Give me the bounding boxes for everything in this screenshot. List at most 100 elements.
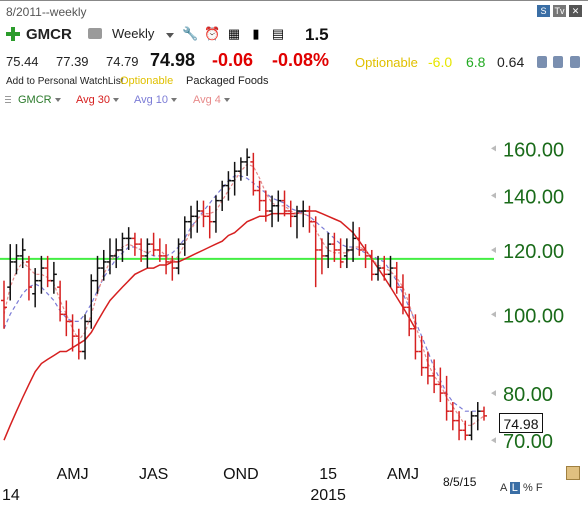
tool-icons: 🔧 ⏰ ▦ ▮ ▤ — [182, 26, 286, 42]
ohlc-bar — [431, 359, 438, 394]
industry-link[interactable]: Packaged Foods — [186, 75, 269, 87]
ohlc-bar — [262, 190, 269, 222]
ohlc-bar — [100, 249, 107, 281]
alarm-clock-icon[interactable]: ⏰ — [204, 26, 221, 41]
avg10-line — [3, 175, 478, 412]
period-select[interactable]: Weekly — [112, 26, 155, 41]
database-icon-3[interactable] — [570, 56, 580, 68]
x-tick-label: 15 — [319, 466, 337, 483]
ohlc-bar — [200, 200, 207, 228]
quote-row: 75.44 77.39 74.79 74.98 -0.06 -0.08% Opt… — [0, 49, 588, 73]
ohlc-bar — [356, 227, 363, 256]
ohlc-bar — [219, 180, 226, 212]
ohlc-bar — [300, 200, 307, 228]
x-tick-label: AMJ — [387, 466, 419, 483]
ohlc-bar — [281, 190, 288, 217]
legend-avg4[interactable]: Avg 4 — [193, 94, 230, 106]
price-change-pct: -0.08% — [272, 50, 330, 70]
ohlc-bar — [350, 221, 357, 262]
add-watchlist-link[interactable]: Add to Personal WatchList — [6, 76, 124, 87]
calculator-icon[interactable]: ▦ — [227, 26, 241, 41]
ohlc-bar — [337, 238, 344, 269]
ohlc-bar — [244, 148, 251, 176]
close-icon[interactable]: ✕ — [569, 5, 582, 17]
drag-handle-icon[interactable] — [5, 96, 11, 105]
ohlc-bar — [44, 255, 51, 288]
ohlc-bar — [106, 238, 113, 275]
ohlc-bar — [225, 171, 232, 201]
legend: GMCR Avg 30 Avg 10 Avg 4 — [0, 93, 588, 109]
ohlc-bar — [82, 314, 89, 360]
optionable-link[interactable]: Optionable — [120, 75, 174, 87]
tools-icon[interactable]: 🔧 — [182, 26, 199, 41]
ohlc-bar — [424, 351, 431, 385]
ohlc-bar — [331, 232, 338, 262]
ohlc-bar — [94, 255, 101, 294]
legend-avg30[interactable]: Avg 30 — [76, 94, 120, 106]
ohlc-bar — [375, 255, 382, 281]
open-value: 75.44 — [6, 54, 39, 69]
ohlc-bar — [131, 232, 138, 256]
ohlc-bar — [144, 238, 151, 269]
stat-3: 0.64 — [497, 54, 525, 70]
ohlc-bar — [212, 195, 219, 233]
symbol-input[interactable]: GMCR — [26, 26, 72, 43]
y-tick-label: 160.00 — [503, 139, 564, 161]
ohlc-bar — [194, 200, 201, 233]
legend-gmcr[interactable]: GMCR — [18, 94, 61, 106]
ohlc-bar — [275, 190, 282, 222]
ohlc-bar — [13, 244, 20, 275]
ohlc-bar — [381, 255, 388, 281]
symbol-lookup-icon[interactable] — [88, 28, 102, 39]
y-tick-marker — [491, 390, 496, 397]
ohlc-bar — [269, 195, 276, 228]
ohlc-bar — [206, 205, 213, 239]
ohlc-bar — [343, 238, 350, 269]
legend-avg10[interactable]: Avg 10 — [134, 94, 178, 106]
high-value: 77.39 — [56, 54, 89, 69]
ohlc-bar — [57, 280, 64, 322]
y-tick-label: 120.00 — [503, 241, 564, 263]
ohlc-bar — [293, 205, 300, 239]
x-tick-label: AMJ — [57, 466, 89, 483]
ohlc-bar — [393, 261, 400, 294]
last-price: 74.98 — [150, 50, 196, 70]
ohlc-bar — [38, 255, 45, 294]
ohlc-bar — [256, 180, 263, 212]
stat-1: -6.0 — [428, 54, 453, 70]
ohlc-bar — [150, 232, 157, 256]
title-bar: 8/2011--weekly S Tv ✕ — [0, 1, 588, 21]
note-icon[interactable]: ▤ — [271, 26, 285, 41]
s-icon[interactable]: S — [537, 5, 550, 17]
price-chart[interactable]: 160.00 140.00 120.00 100.00 80.00 70.00 AMJ JA… — [0, 109, 588, 506]
ohlc-bar — [156, 238, 163, 262]
add-icon[interactable] — [6, 27, 20, 41]
ohlc-bar — [449, 402, 456, 431]
y-tick-label: 80.00 — [503, 384, 553, 406]
scale-toggle[interactable]: A L % F — [500, 482, 543, 494]
ohlc-bar — [169, 255, 176, 281]
y-tick-label: 140.00 — [503, 187, 564, 209]
y-axis: 160.00 140.00 120.00 100.00 80.00 70.00 — [491, 139, 564, 453]
database-icon[interactable] — [537, 56, 547, 68]
ohlc-bar — [443, 375, 450, 421]
ohlc-bar — [69, 314, 76, 352]
chevron-down-icon[interactable] — [166, 33, 174, 38]
value-1-5: 1.5 — [305, 25, 329, 44]
y-tick-marker — [491, 192, 496, 199]
ohlc-bar — [50, 261, 57, 294]
candlestick-icon[interactable]: ▮ — [252, 26, 260, 41]
y-tick-label: 100.00 — [503, 305, 564, 327]
low-value: 74.79 — [106, 54, 139, 69]
ohlc-bar — [318, 238, 325, 275]
ohlc-bar — [7, 244, 14, 301]
tv-icon[interactable]: Tv — [553, 5, 566, 17]
database-icon-2[interactable] — [553, 56, 563, 68]
pencil-icon[interactable] — [566, 466, 580, 480]
ohlc-bar — [175, 238, 182, 275]
ohlc-bar — [231, 161, 238, 196]
ohlc-bar — [88, 274, 95, 329]
ohlc-bar — [188, 205, 195, 239]
ohlc-bar — [75, 328, 82, 360]
